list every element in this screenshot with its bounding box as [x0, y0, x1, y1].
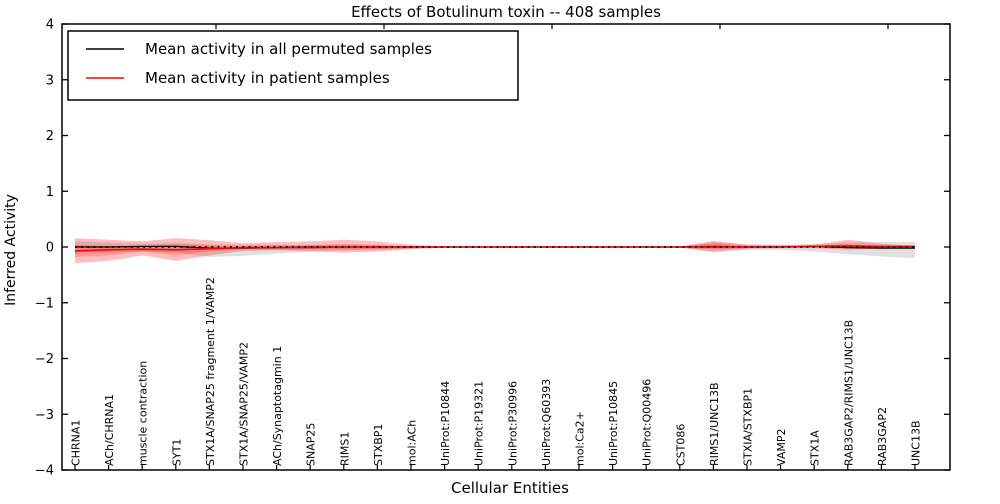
y-tick-label: −4	[35, 464, 54, 479]
x-category-label: RIMS1/UNC13B	[708, 382, 721, 466]
x-category-label: mol:Ca2+	[574, 411, 587, 466]
x-axis-label: Cellular Entities	[451, 479, 569, 497]
y-tick-label: −3	[35, 408, 54, 423]
legend: Mean activity in all permuted samples Me…	[67, 30, 519, 101]
y-tick-label: −2	[35, 352, 54, 367]
legend-item-patient: Mean activity in patient samples	[86, 69, 390, 87]
x-category-label: mol:ACh	[406, 420, 419, 466]
x-category-label: UniProt:Q60393	[540, 379, 553, 466]
y-tick-label: −1	[35, 296, 54, 311]
x-category-label: CHRNA1	[70, 420, 83, 466]
x-category-label: UniProt:P10845	[607, 381, 620, 466]
plot-border	[61, 23, 951, 471]
x-category-label: SNAP25	[305, 423, 318, 466]
x-category-label: RAB3GAP2/RIMS1/UNC13B	[842, 320, 855, 466]
x-category-label: muscle contraction	[137, 361, 150, 466]
x-category-label: UniProt:P30996	[506, 381, 519, 466]
y-tick-label: 0	[46, 241, 54, 256]
x-category-label: STXIA/STXBP1	[742, 388, 755, 466]
legend-label-permuted: Mean activity in all permuted samples	[145, 40, 432, 58]
band-permuted-range	[75, 241, 915, 259]
y-axis-label: Inferred Activity	[3, 194, 19, 306]
band-patient-range-outer	[75, 238, 915, 264]
y-tick-label: 3	[46, 73, 54, 88]
y-tick-label: 4	[46, 18, 54, 33]
legend-frame	[67, 30, 519, 101]
x-category-label: STX1A/SNAP25 fragment 1/VAMP2	[204, 277, 217, 466]
mean-line-patient	[74, 245, 915, 252]
x-category-label: CST086	[674, 424, 687, 466]
x-category-label: UniProt:Q00496	[641, 379, 654, 466]
x-category-label: UNC13B	[910, 420, 923, 466]
legend-item-permuted: Mean activity in all permuted samples	[86, 40, 432, 58]
x-category-label: RIMS1	[338, 432, 351, 466]
x-category-label: ACh/CHRNA1	[103, 394, 116, 466]
x-category-label: RAB3GAP2	[876, 407, 889, 466]
legend-label-patient: Mean activity in patient samples	[145, 69, 390, 87]
x-category-label: UniProt:P19321	[473, 381, 486, 466]
chart-title: Effects of Botulinum toxin -- 408 sample…	[351, 3, 661, 21]
x-category-label: STX1A	[809, 430, 822, 466]
x-category-label: STX1A/SNAP25/VAMP2	[238, 342, 251, 466]
x-category-label: SYT1	[170, 439, 183, 466]
y-tick-label: 2	[46, 129, 54, 144]
x-category-label: ACh/Synaptotagmin 1	[271, 346, 284, 466]
x-category-label: STXBP1	[372, 424, 385, 466]
y-tick-label: 1	[46, 185, 54, 200]
x-category-label: UniProt:P10844	[439, 381, 452, 466]
x-category-label: VAMP2	[775, 429, 788, 466]
plot-area: 4 3 2 1 0 −1 −2 −3 −4 CHRNA1 ACh/CHRNA1 muscle cont…	[35, 18, 950, 479]
